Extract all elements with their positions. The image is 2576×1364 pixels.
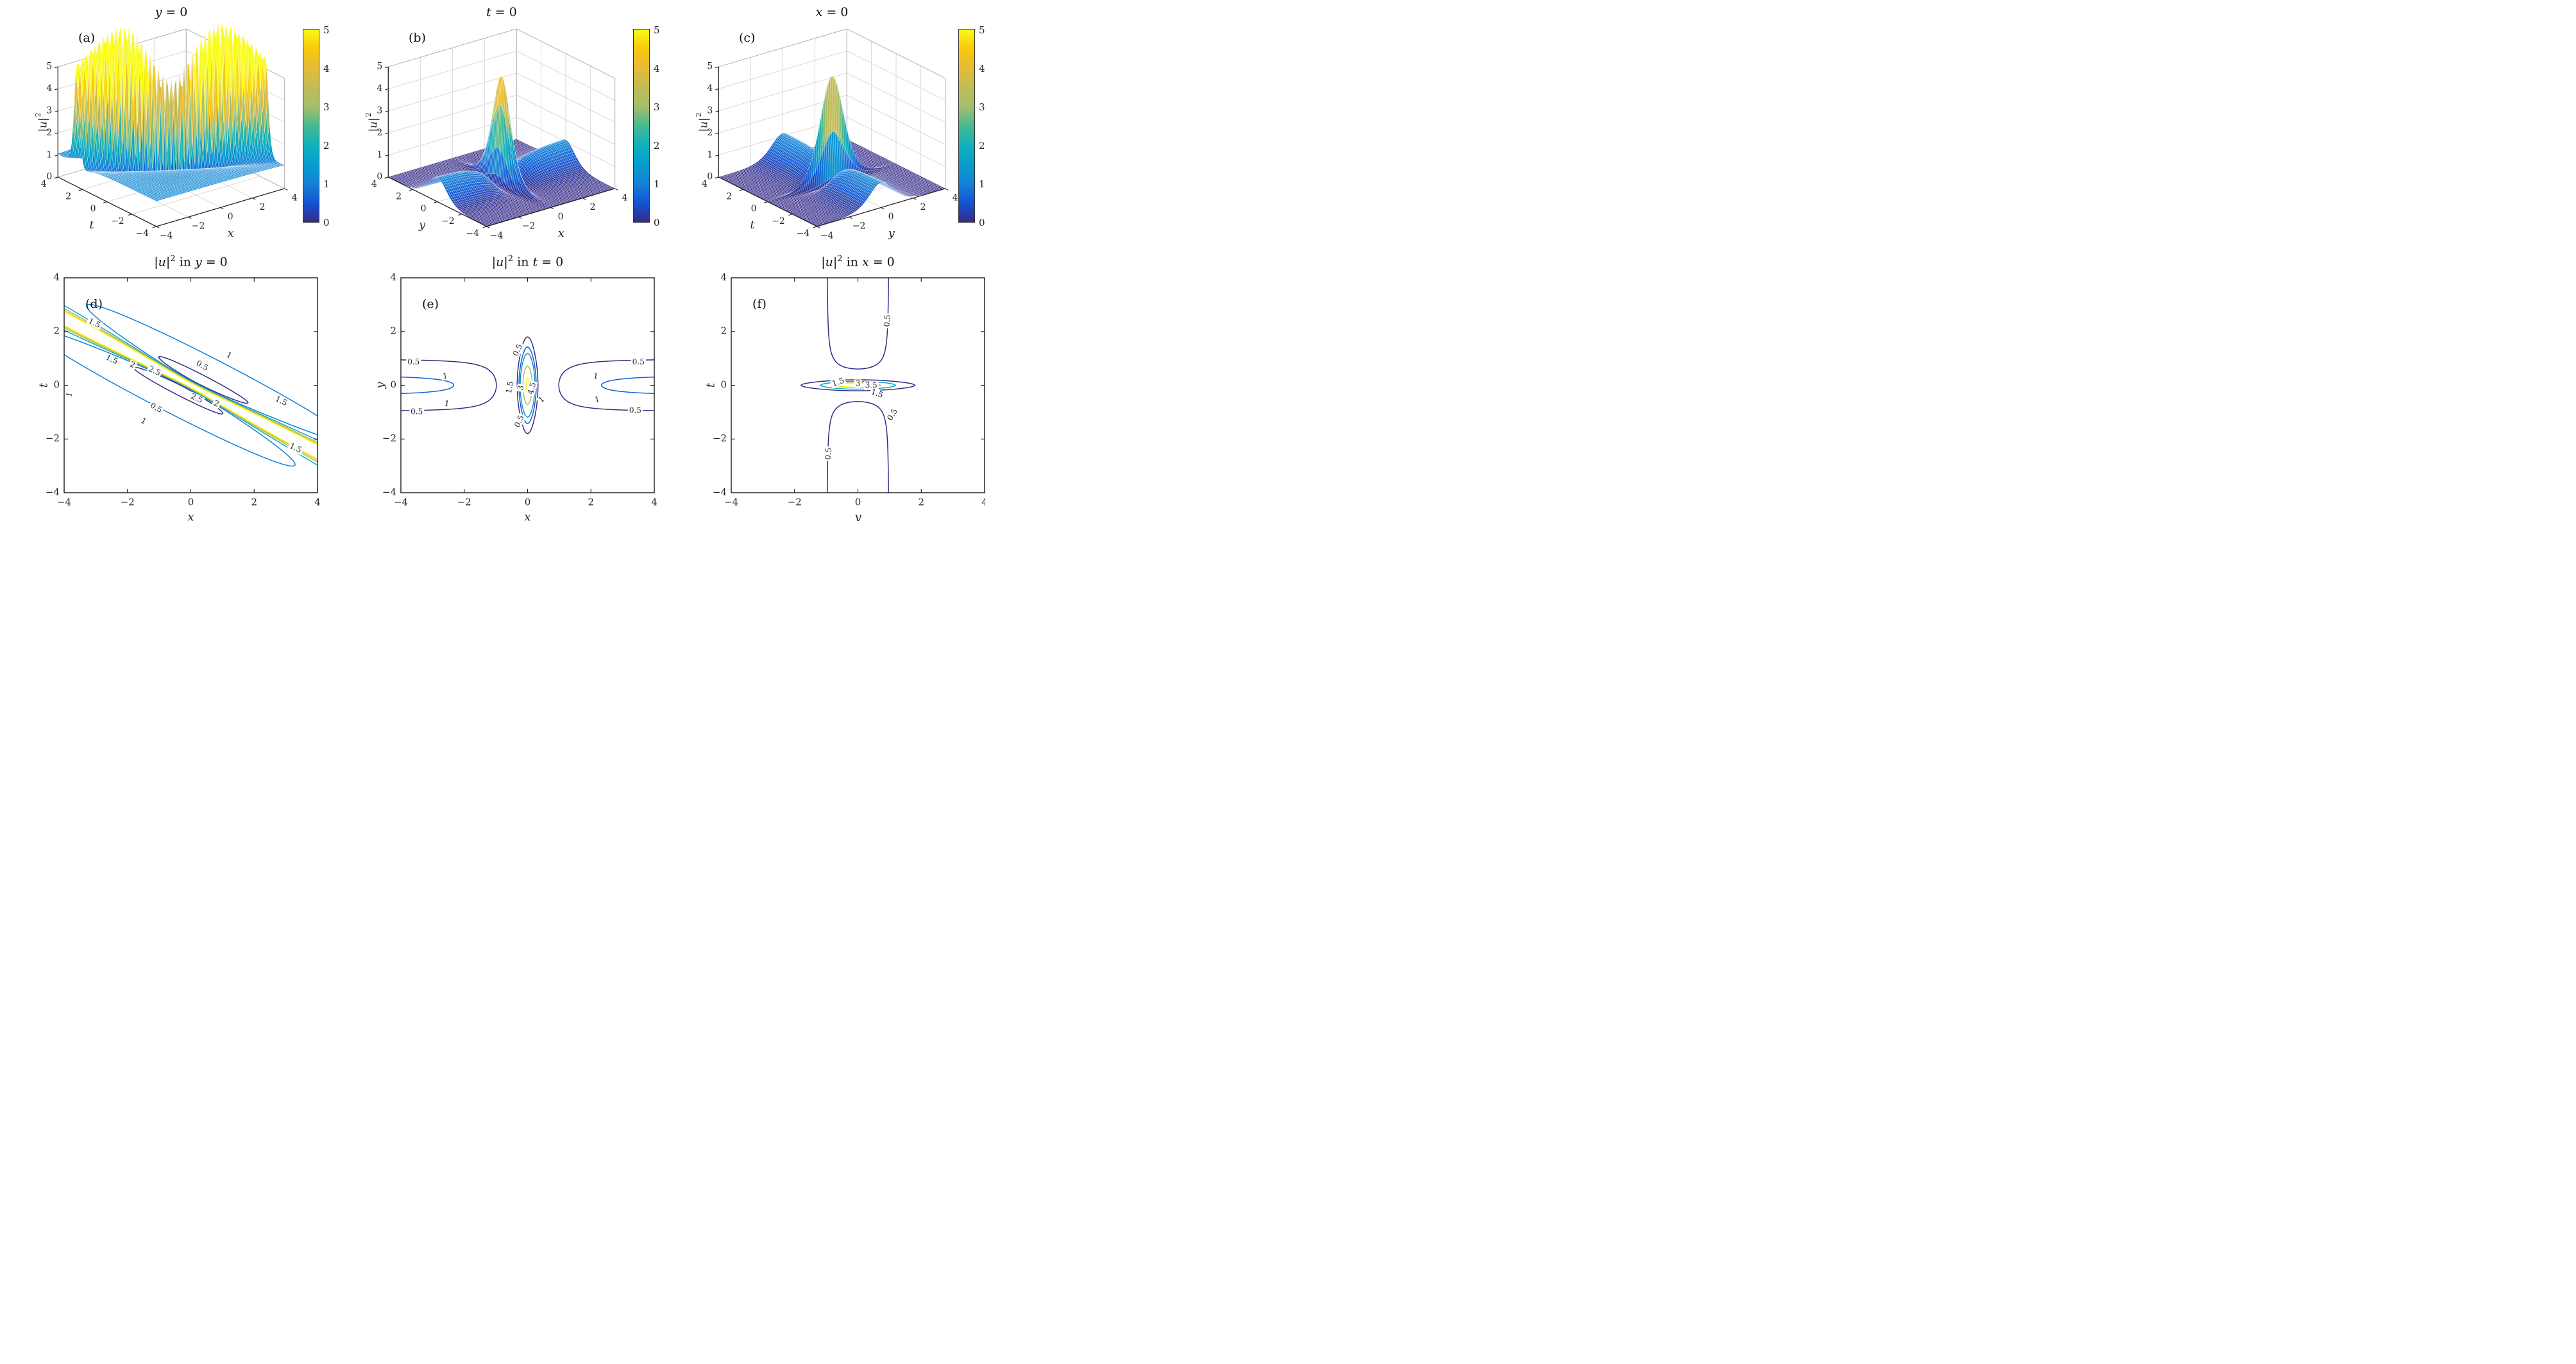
panel-letter-a: (a) [78, 31, 96, 45]
title-c-rest: = 0 [822, 5, 849, 19]
colorbar-b-gradient [633, 29, 650, 223]
colorbar-tick-label: 3 [323, 101, 330, 113]
colorbar-tick-label: 1 [323, 178, 330, 190]
colorbar-tick-label: 3 [654, 101, 660, 113]
panel-letter-e: (e) [422, 297, 439, 311]
panel-letter-d: (d) [85, 297, 103, 311]
colorbar-a-gradient [303, 29, 319, 223]
surface-plot-a-canvas [35, 19, 318, 263]
surface-plot-b-canvas [366, 19, 648, 263]
colorbar-tick-label: 0 [979, 217, 985, 228]
colorbar-tick-label: 3 [979, 101, 985, 113]
panel-letter-b: (b) [409, 31, 426, 45]
panel-letter-f: (f) [752, 297, 767, 311]
title-panel-a: y = 0 [43, 5, 300, 19]
title-b-var: t [486, 5, 491, 19]
colorbar-tick-label: 1 [654, 178, 660, 190]
title-b-rest: = 0 [491, 5, 517, 19]
colorbar-c: 0 1 2 3 4 5 [958, 24, 985, 228]
colorbar-tick-label: 5 [979, 24, 985, 36]
colorbar-tick-label: 2 [654, 140, 660, 151]
surface-plot-c-canvas [696, 19, 978, 263]
colorbar-b: 0 1 2 3 4 5 [633, 24, 673, 228]
colorbar-tick-label: 5 [323, 24, 330, 36]
title-panel-e: |u|2 in t = 0 [491, 254, 564, 269]
contour-plot-e-canvas [372, 264, 674, 521]
title-panel-b: t = 0 [373, 5, 630, 19]
title-c-var: x [815, 5, 823, 19]
colorbar-tick-label: 2 [979, 140, 985, 151]
colorbar-a: 0 1 2 3 4 5 [303, 24, 343, 228]
colorbar-tick-label: 0 [654, 217, 660, 228]
colorbar-tick-label: 4 [323, 63, 330, 74]
colorbar-tick-label: 5 [654, 24, 660, 36]
contour-plot-d-canvas [35, 264, 337, 521]
colorbar-tick-label: 0 [323, 217, 330, 228]
figure-container: 0 1 2 3 4 5 0 1 2 3 4 5 0 1 2 3 4 5 y = 0 t = 0 x = 0 |… [0, 0, 985, 522]
colorbar-tick-label: 1 [979, 178, 985, 190]
title-panel-d: |u|2 in y = 0 [154, 254, 228, 269]
title-panel-c: x = 0 [704, 5, 960, 19]
colorbar-tick-label: 4 [654, 63, 660, 74]
colorbar-tick-label: 4 [979, 63, 985, 74]
panel-letter-c: (c) [739, 31, 756, 45]
title-a-rest: = 0 [162, 5, 188, 19]
colorbar-tick-label: 2 [323, 140, 330, 151]
title-a-var: y [155, 5, 162, 19]
contour-plot-f-canvas [702, 264, 985, 521]
title-panel-f: |u|2 in x = 0 [821, 254, 895, 269]
colorbar-c-gradient [958, 29, 975, 223]
